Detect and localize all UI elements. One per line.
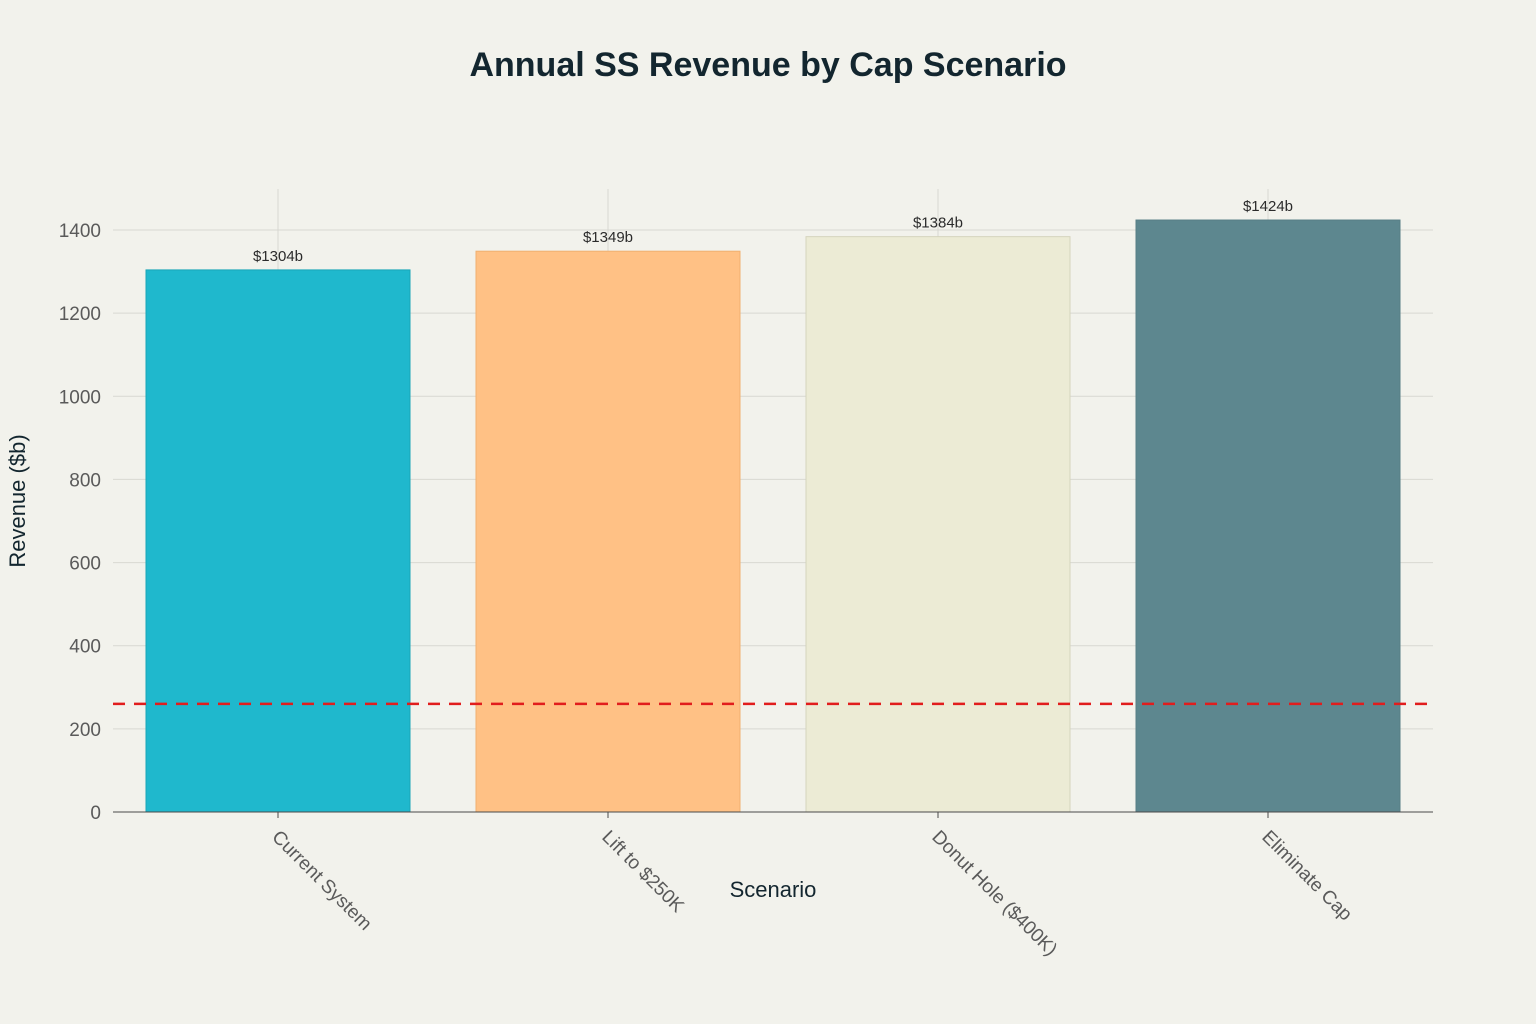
bar (475, 250, 741, 813)
y-axis-title: Revenue ($b) (5, 434, 30, 567)
chart-title: Annual SS Revenue by Cap Scenario (469, 46, 1066, 84)
y-tick-label: 0 (90, 803, 101, 824)
x-axis-title: Scenario (730, 877, 817, 902)
bar (145, 269, 411, 813)
data-label: $1384b (913, 215, 963, 232)
y-tick-label: 400 (69, 637, 101, 658)
axes (113, 811, 1433, 818)
data-label: $1304b (253, 248, 303, 265)
bar (805, 236, 1071, 813)
bar (1135, 219, 1401, 813)
bars (145, 219, 1401, 813)
data-label: $1424b (1243, 198, 1293, 215)
data-label: $1349b (583, 229, 633, 246)
y-tick-label: 600 (69, 554, 101, 575)
y-tick-label: 800 (69, 470, 101, 491)
y-tick-label: 1000 (59, 387, 101, 408)
y-tick-label: 1400 (59, 221, 101, 242)
y-tick-label: 200 (69, 720, 101, 741)
y-tick-label: 1200 (59, 304, 101, 325)
